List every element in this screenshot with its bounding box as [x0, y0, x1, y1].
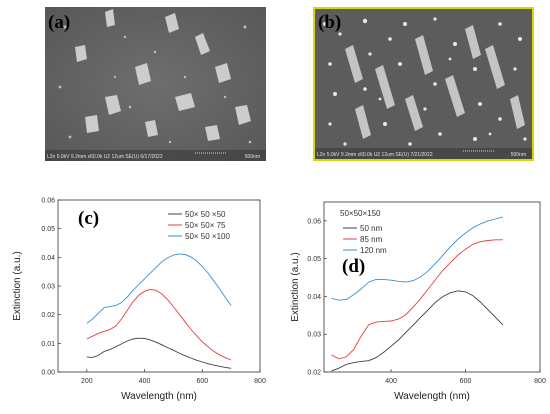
- chart-d-ytick-label: 0.02: [307, 370, 321, 377]
- chart-c-panel-label: (c): [78, 208, 99, 229]
- sem-image-a-art: [45, 7, 266, 161]
- chart-c-xlabel: Wavelength (nm): [121, 391, 197, 402]
- chart-d-ytick-label: 0.06: [307, 218, 321, 225]
- panel-label-a: (a): [48, 12, 71, 33]
- chart-c-xtick-label: 600: [196, 378, 208, 385]
- chart-d-series-line-0: [331, 290, 504, 372]
- chart-c-ytick-label: 0.03: [41, 284, 55, 291]
- chart-d-ytick-label: 0.03: [307, 332, 321, 339]
- chart-c-ytick-label: 0.05: [41, 226, 55, 233]
- chart-c-series-line-1: [86, 288, 232, 361]
- chart-c-xtick-label: 400: [139, 378, 151, 385]
- chart-d-panel-label: (d): [342, 256, 365, 277]
- chart-c-ytick-label: 0.02: [41, 312, 55, 319]
- scale-bar-label-b: 500nm: [510, 152, 526, 158]
- chart-d-legend-label-1: 85 nm: [360, 235, 383, 244]
- scale-bar-label-a: 500nm: [244, 154, 260, 160]
- chart-c-ytick-label: 0.01: [41, 341, 55, 348]
- chart-c-ylabel: Extinction (a.u.): [12, 251, 23, 320]
- chart-d-ylabel: Extinction (a.u.): [290, 252, 301, 321]
- chart-d-legend-label-2: 120 nm: [360, 246, 387, 255]
- sem-footer-b: L2n 5.0kV 9.2mm x60.0k U2 12um SE(U) 7/2…: [317, 152, 433, 158]
- chart-d-ytick-label: 0.04: [307, 294, 321, 301]
- chart-d-xtick-label: 600: [460, 378, 472, 385]
- chart-c-xtick-label: 800: [254, 378, 266, 385]
- chart-d-ytick-label: 0.05: [307, 256, 321, 263]
- chart-c-frame: [57, 199, 261, 373]
- panel-label-b: (b): [318, 12, 342, 33]
- chart-c-ytick-label: 0.04: [41, 255, 55, 262]
- chart-d-xtick-label: 400: [385, 378, 397, 385]
- chart-c-legend-label-1: 50× 50× 75: [185, 221, 226, 230]
- chart-d-title: 50×50×150: [340, 209, 381, 218]
- chart-d-series-line-2: [331, 216, 503, 301]
- chart-d-series-line-1: [331, 239, 503, 360]
- chart-d-frame: [323, 201, 541, 373]
- sem-footer-a: L2n 5.0kV 9.2mm x60.0k U2 12um SE(U) 6/1…: [47, 154, 163, 160]
- chart-c-xtick-label: 200: [81, 378, 93, 385]
- sem-image-b-art: [315, 9, 532, 159]
- chart-c-series-line-0: [86, 337, 232, 369]
- chart-d-legend-label-0: 50 nm: [360, 224, 383, 233]
- chart-c-legend-label-2: 50× 50 ×100: [185, 232, 230, 241]
- chart-c-ytick-label: 0.00: [41, 370, 55, 377]
- chart-c-ytick-label: 0.06: [41, 198, 55, 205]
- chart-c-legend-label-0: 50× 50 ×50: [185, 210, 226, 219]
- chart-d-xtick-label: 800: [534, 378, 546, 385]
- chart-d-xlabel: Wavelength (nm): [394, 391, 470, 402]
- sem-image-b: (b) L2n 5.0kV 9.2mm x60.0k U2 12um SE(U)…: [313, 7, 534, 161]
- sem-image-a: (a) L2n 5.0kV 9.2mm x60.0k U2 12um SE(U)…: [45, 7, 266, 161]
- chart-c-series-line-2: [86, 253, 232, 324]
